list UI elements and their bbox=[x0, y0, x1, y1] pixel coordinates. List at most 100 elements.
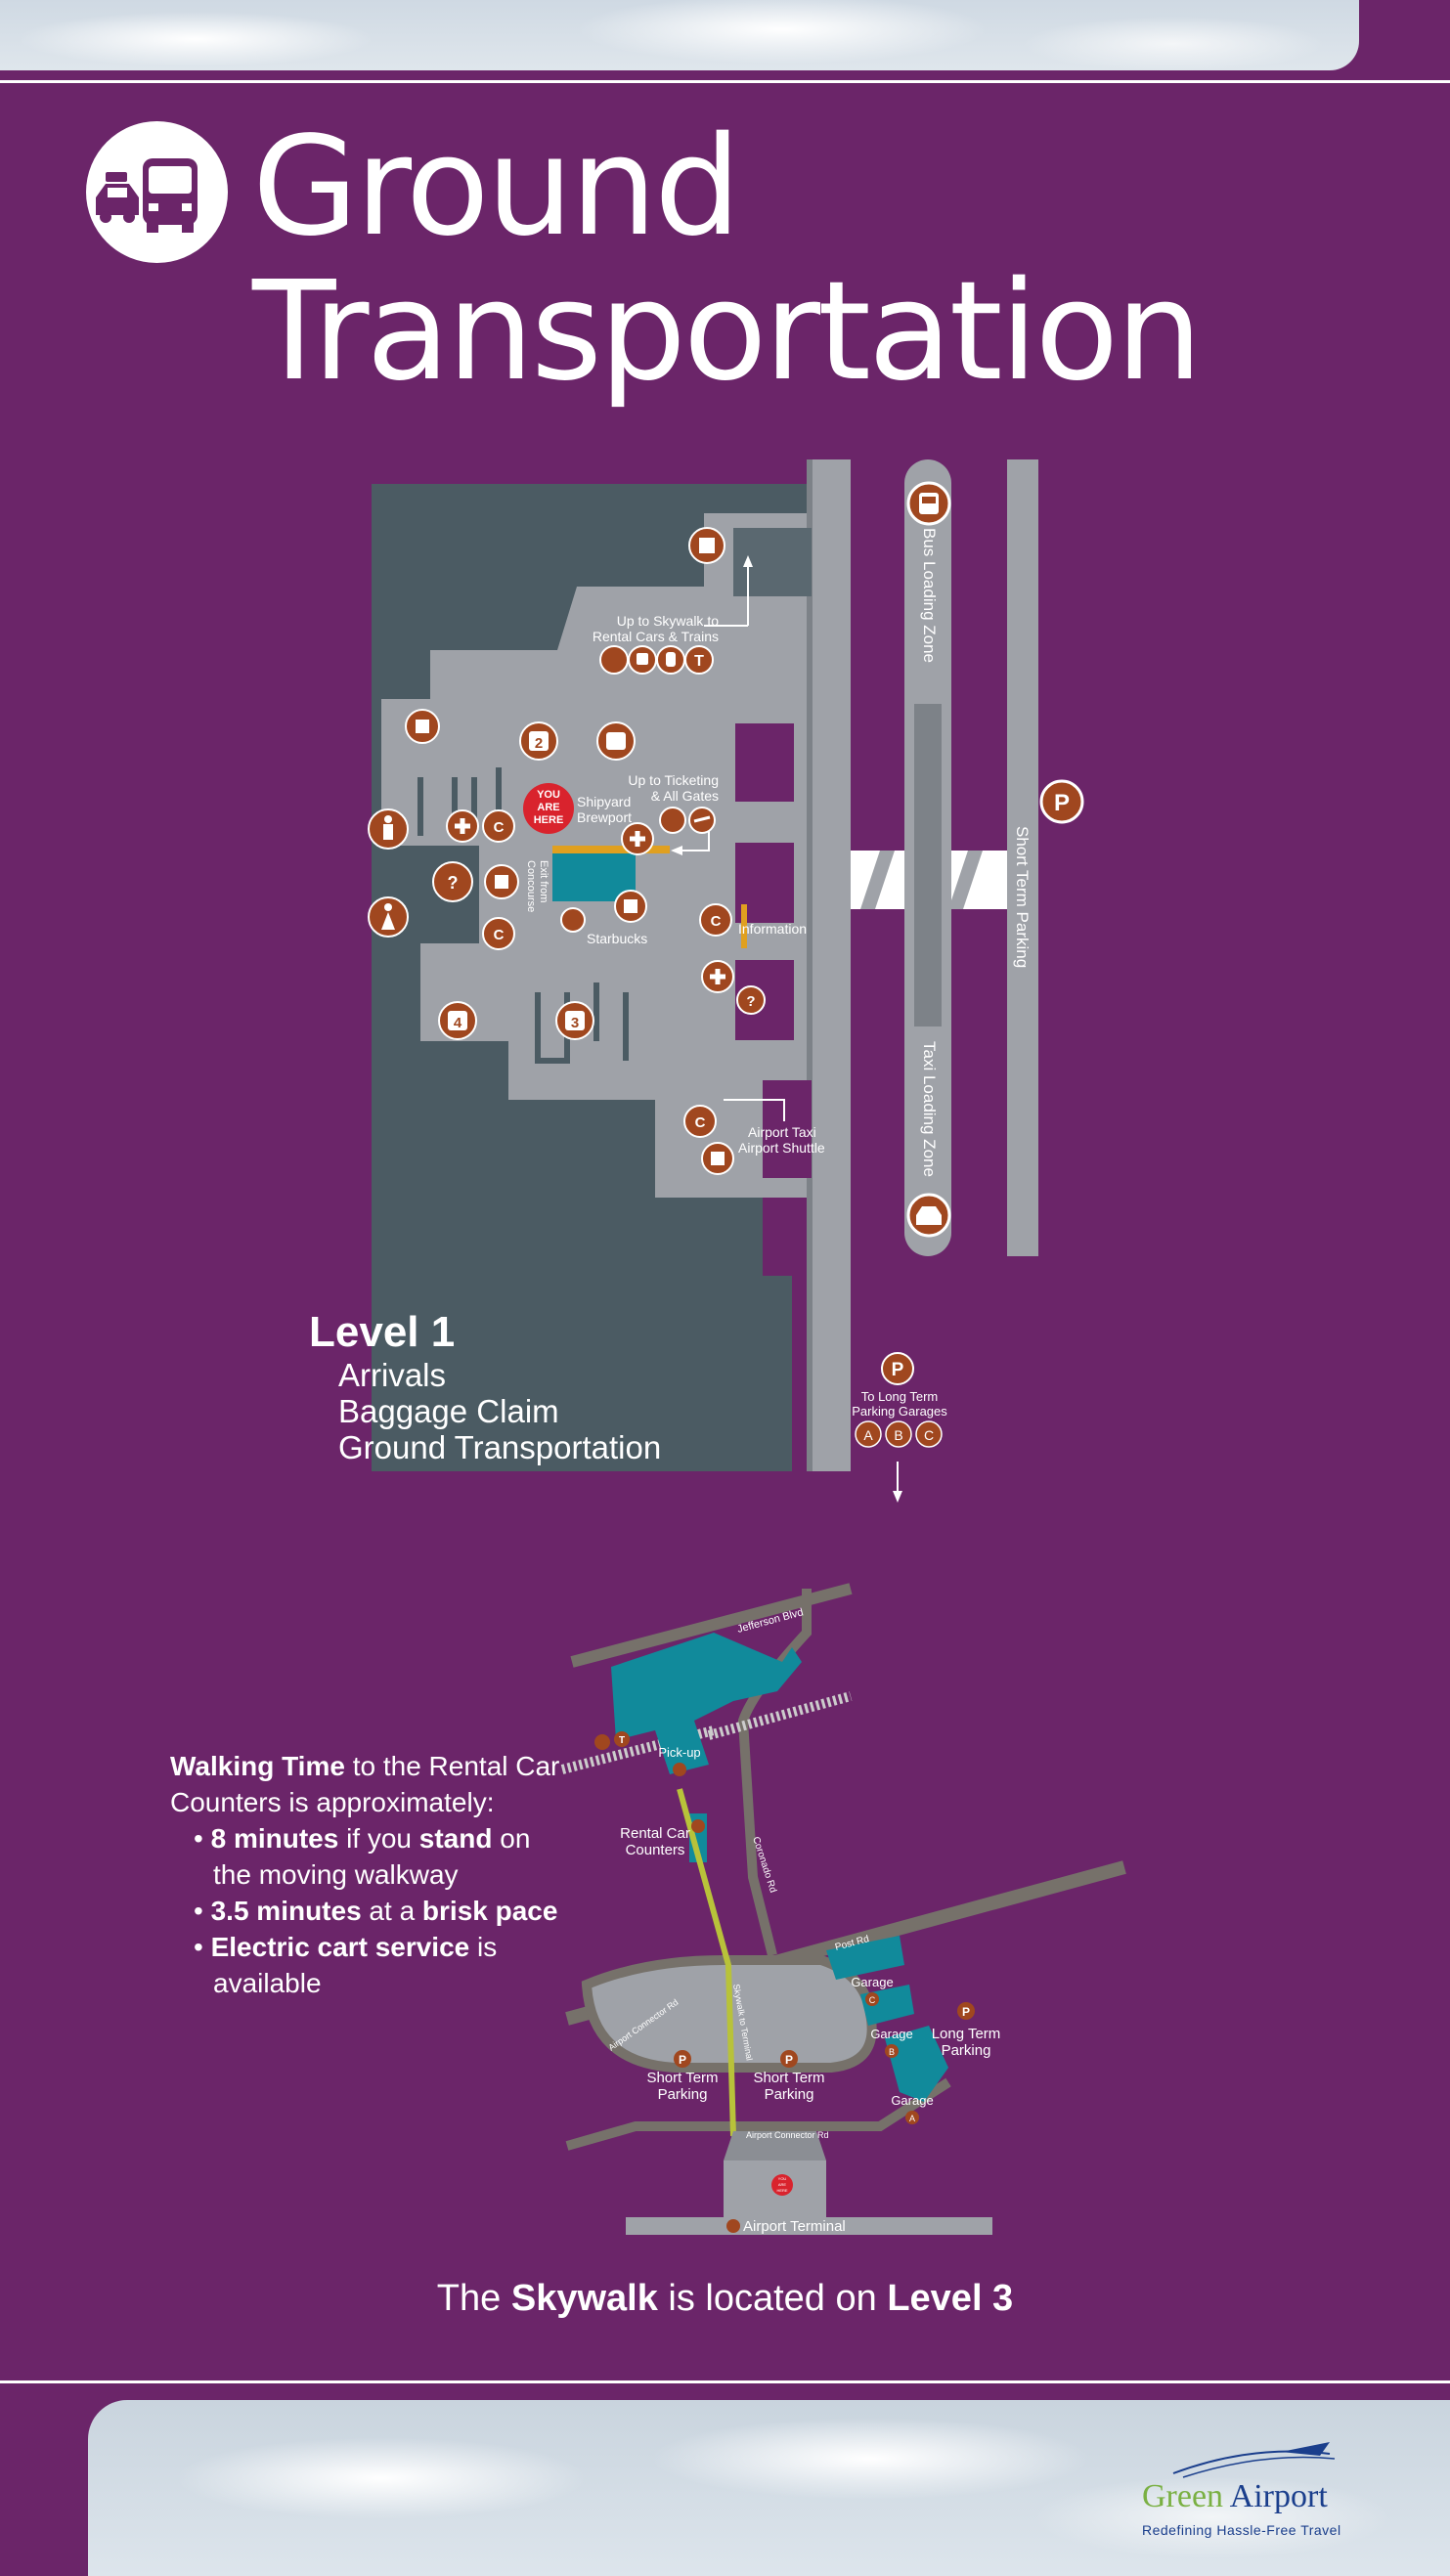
label-long-term-2: Parking bbox=[942, 2042, 991, 2059]
level1-heading: Level 1 bbox=[309, 1308, 456, 1356]
phone-symbol-1: C bbox=[494, 819, 505, 836]
walking-bullet: • 3.5 minutes at a brisk pace bbox=[194, 1896, 558, 1926]
logo-green: Green bbox=[1142, 2478, 1224, 2514]
first-aid-icon-2 bbox=[621, 822, 654, 855]
yah-1: YOU bbox=[778, 2176, 787, 2181]
level1-map: Up to Skywalk to Rental Cars & Trains Up… bbox=[368, 459, 1084, 1503]
label-exit-1: Exit from bbox=[538, 860, 549, 902]
level1-item: Ground Transportation bbox=[338, 1429, 662, 1465]
taxi-loading-icon bbox=[906, 1193, 951, 1238]
car-small-icon-2 bbox=[691, 1819, 705, 1833]
you-are-here-1: YOU bbox=[537, 789, 560, 801]
label-airport-terminal: Airport Terminal bbox=[743, 2218, 846, 2235]
short-term-parking-icon: P bbox=[1039, 779, 1084, 824]
phone-icon-4: C bbox=[683, 1105, 717, 1138]
phone-symbol-2: C bbox=[494, 927, 505, 943]
plane-swoosh-icon bbox=[1172, 2442, 1336, 2478]
parking-symbol-short: P bbox=[1054, 790, 1070, 816]
help-symbol-2: ? bbox=[746, 993, 755, 1010]
carousel-4-number: 4 bbox=[454, 1015, 462, 1031]
bullet-bold: Electric cart service bbox=[210, 1932, 470, 1962]
logo-tagline: Redefining Hassle-Free Travel bbox=[1142, 2522, 1341, 2538]
help-desk-icon: ? bbox=[432, 861, 473, 902]
bullet-rest: on the moving walkway bbox=[213, 1823, 531, 1890]
walking-bullet: • Electric cart service is available bbox=[194, 1932, 498, 1998]
level1-item: Arrivals bbox=[338, 1357, 447, 1393]
garage-a-letter: A bbox=[863, 1427, 873, 1443]
mens-restroom-icon bbox=[368, 808, 409, 850]
skyline-level: Level 3 bbox=[887, 2278, 1014, 2319]
bullet-mid: at a bbox=[361, 1896, 422, 1926]
skywalk-level-note: The Skywalk is located on Level 3 bbox=[0, 2278, 1450, 2320]
label-short-term-2b: Parking bbox=[765, 2086, 814, 2103]
garage-b-letter-badge: B bbox=[885, 2044, 899, 2058]
page-title: Ground Transportation bbox=[252, 115, 1203, 405]
airplane-small-icon bbox=[726, 2219, 740, 2233]
garage-b-letter: B bbox=[889, 2047, 895, 2057]
label-bus-zone: Bus Loading Zone bbox=[920, 528, 939, 663]
yah-3: HERE bbox=[776, 2188, 787, 2193]
garage-b-letter: B bbox=[894, 1427, 902, 1443]
transit-t-icon: T bbox=[684, 645, 714, 675]
baggage-icon bbox=[596, 721, 636, 761]
label-exit-2: Concourse bbox=[525, 860, 537, 912]
elevator-icon-2 bbox=[405, 709, 440, 744]
title-line-1: Ground bbox=[252, 108, 741, 267]
bullet-bold2: brisk pace bbox=[421, 1896, 558, 1926]
elevator-icon-5 bbox=[701, 1142, 734, 1175]
parking-symbol: P bbox=[962, 2005, 970, 2019]
label-ticketing-2: & All Gates bbox=[651, 788, 719, 804]
walking-intro: Walking Time to the Rental Car Counters … bbox=[170, 1748, 561, 1820]
elevator-small-icon bbox=[594, 1734, 610, 1750]
parking-symbol-long: P bbox=[892, 1360, 904, 1380]
you-are-here-marker bbox=[523, 783, 574, 834]
short-term-parking-badge-2: P bbox=[780, 2050, 798, 2068]
transit-small-icon: T bbox=[614, 1731, 630, 1747]
long-term-parking-badge: P bbox=[957, 2002, 975, 2020]
elevator-icon-3 bbox=[484, 864, 519, 899]
bus-loading-icon bbox=[906, 481, 951, 526]
down-arrow-icon bbox=[893, 1491, 902, 1503]
garage-c-letter: C bbox=[869, 1995, 876, 2005]
yah-2: ARE bbox=[778, 2182, 787, 2187]
label-airport-taxi: Airport Taxi bbox=[748, 1124, 816, 1140]
label-shipyard-1: Shipyard bbox=[577, 794, 631, 809]
label-ticketing-1: Up to Ticketing bbox=[628, 772, 719, 788]
coffee-icon bbox=[560, 907, 586, 933]
label-airport-shuttle: Airport Shuttle bbox=[738, 1140, 825, 1156]
label-rental-2: Counters bbox=[626, 1842, 685, 1858]
title-line-2: Transportation bbox=[252, 252, 1203, 412]
bullet-mid: if you bbox=[338, 1823, 419, 1854]
carousel-2-icon: 2 bbox=[519, 721, 558, 761]
label-short-term-1b: Parking bbox=[658, 2086, 708, 2103]
label-garage-b: Garage bbox=[870, 2027, 912, 2041]
label-short-term-1a: Short Term bbox=[646, 2070, 718, 2086]
label-garage-a: Garage bbox=[891, 2093, 933, 2108]
label-shipyard-2: Brewport bbox=[577, 809, 632, 825]
short-term-parking-badge-1: P bbox=[674, 2050, 691, 2068]
carousel-3-number: 3 bbox=[571, 1015, 579, 1031]
garage-a-shape bbox=[885, 2026, 948, 2102]
sky-banner-top bbox=[0, 0, 1359, 70]
label-long-term-2: Parking Garages bbox=[852, 1404, 947, 1419]
label-short-term-parking: Short Term Parking bbox=[1013, 826, 1032, 968]
carousel-3-icon: 3 bbox=[555, 1001, 594, 1040]
you-are-here-small: YOU ARE HERE bbox=[771, 2174, 793, 2196]
garage-a-letter: A bbox=[909, 2114, 915, 2123]
taxi-bus-icon bbox=[86, 121, 228, 263]
label-connector-2: Airport Connector Rd bbox=[746, 2130, 829, 2140]
garage-c-letter-badge: C bbox=[865, 1992, 879, 2006]
first-aid-icon-3 bbox=[701, 960, 734, 993]
phone-symbol-3: C bbox=[711, 913, 722, 930]
phone-icon-3: C bbox=[699, 903, 732, 937]
garage-c-shape bbox=[826, 1936, 904, 1980]
green-airport-logo: Green Airport Redefining Hassle-Free Tra… bbox=[1134, 2434, 1379, 2542]
garage-c-letter: C bbox=[924, 1427, 934, 1443]
long-term-parking-icon: P bbox=[881, 1352, 914, 1385]
garage-c-badge: C bbox=[915, 1420, 943, 1448]
overview-map: Jefferson Blvd Pick-up Rental Car Counte… bbox=[560, 1583, 1126, 2235]
transit-t-symbol: T bbox=[694, 653, 704, 670]
car-small-icon bbox=[673, 1763, 686, 1776]
bottom-rule bbox=[0, 2380, 1450, 2383]
sky-banner-bottom bbox=[88, 2400, 1450, 2576]
